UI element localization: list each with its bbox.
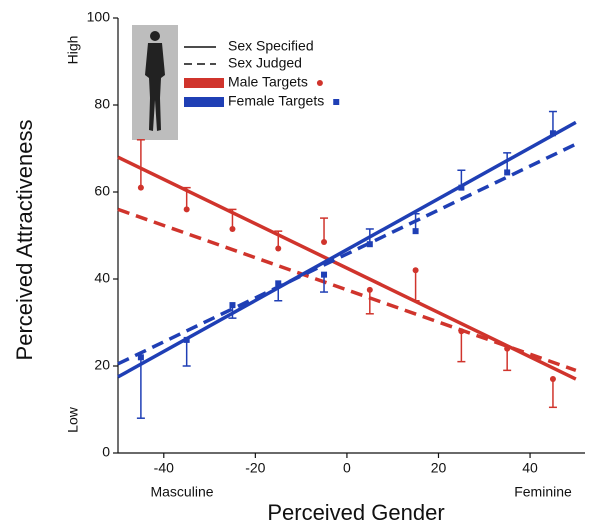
x-axis-label: Perceived Gender xyxy=(267,500,444,525)
y-axis-label: Perceived Attractiveness xyxy=(12,120,37,361)
point xyxy=(366,241,373,248)
legend-marker xyxy=(333,99,340,105)
y-tick-label: 80 xyxy=(94,96,110,112)
point xyxy=(412,228,419,235)
fit-line xyxy=(117,207,577,373)
legend-swatch xyxy=(184,97,224,107)
legend-label: Female Targets xyxy=(228,93,324,109)
x-left-label: Masculine xyxy=(150,484,213,500)
point xyxy=(229,225,236,232)
point xyxy=(412,267,419,274)
x-tick-label: -20 xyxy=(245,460,265,476)
point xyxy=(137,184,144,191)
point xyxy=(504,345,511,352)
y-tick-label: 20 xyxy=(94,357,110,373)
legend-marker xyxy=(316,80,323,86)
point xyxy=(366,286,373,293)
y-high-label: High xyxy=(65,36,81,65)
legend-label: Sex Judged xyxy=(228,55,302,71)
fit-line xyxy=(117,142,577,366)
point xyxy=(321,239,328,246)
x-tick-label: -40 xyxy=(154,460,174,476)
legend-label: Sex Specified xyxy=(228,38,314,54)
y-tick-label: 60 xyxy=(94,183,110,199)
point xyxy=(458,328,465,335)
x-tick-label: 20 xyxy=(431,460,447,476)
point xyxy=(549,376,556,383)
point xyxy=(137,354,144,361)
y-tick-label: 100 xyxy=(87,9,111,25)
y-low-label: Low xyxy=(65,406,81,433)
point xyxy=(275,245,282,252)
x-right-label: Feminine xyxy=(514,484,572,500)
point xyxy=(275,280,282,287)
y-tick-label: 40 xyxy=(94,270,110,286)
figure-icon xyxy=(132,25,178,140)
point xyxy=(458,184,465,191)
point xyxy=(229,302,236,309)
x-tick-label: 40 xyxy=(522,460,538,476)
x-tick-label: 0 xyxy=(343,460,351,476)
legend-swatch xyxy=(184,78,224,88)
y-tick-label: 0 xyxy=(102,444,110,460)
point xyxy=(504,169,511,176)
point xyxy=(183,336,190,343)
point xyxy=(183,206,190,213)
point xyxy=(549,130,556,137)
legend-label: Male Targets xyxy=(228,74,308,90)
point xyxy=(321,271,328,278)
fit-line xyxy=(117,120,577,379)
